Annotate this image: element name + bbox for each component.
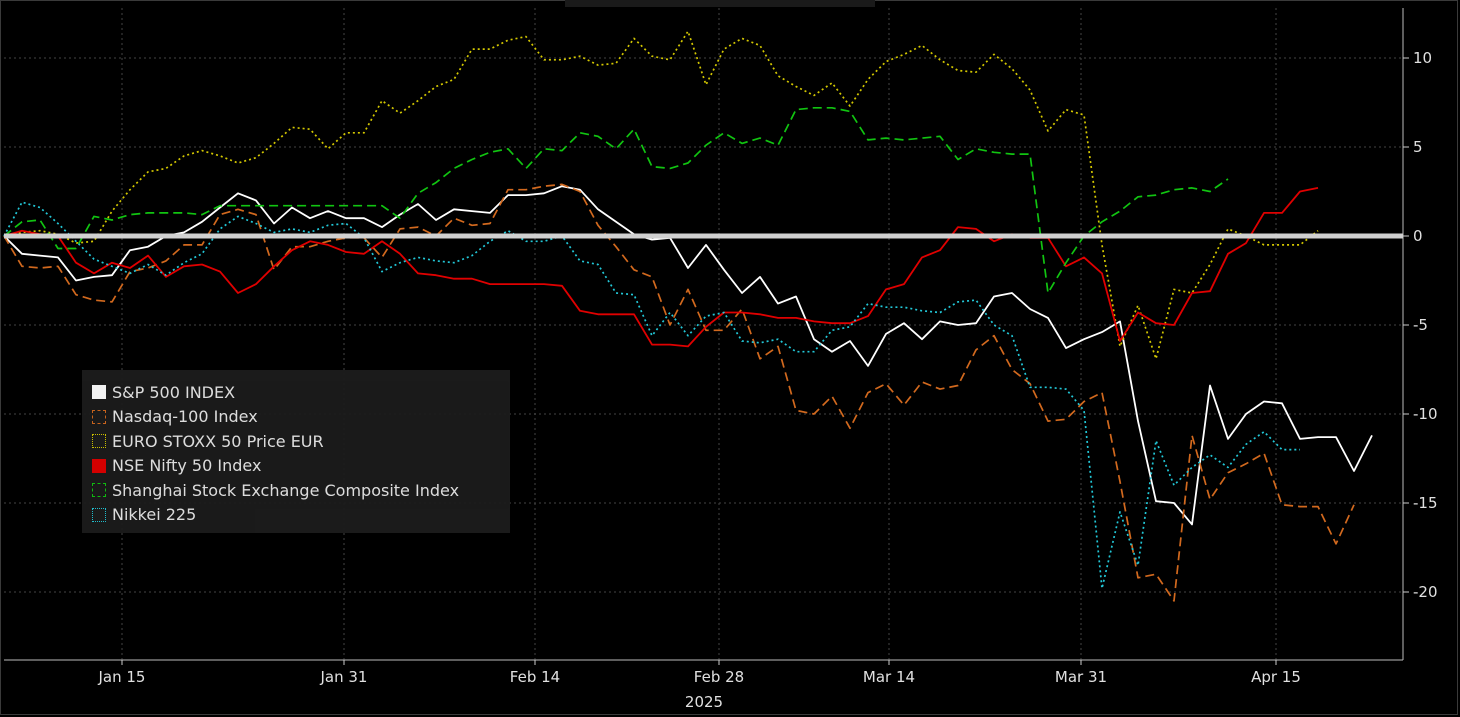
- legend-label: S&P 500 INDEX: [112, 382, 236, 402]
- legend-label: Nasdaq-100 Index: [112, 407, 258, 426]
- x-tick-label: Apr 15: [1251, 668, 1301, 686]
- y-tick-label: -10: [1413, 405, 1438, 423]
- x-tick-label: Jan 31: [320, 668, 368, 686]
- legend-label: Shanghai Stock Exchange Composite Index: [112, 480, 460, 500]
- x-tick-label: Mar 14: [863, 668, 915, 686]
- y-tick-label: 10: [1413, 49, 1432, 67]
- chart-legend: S&P 500 INDEX Nasdaq-100 Index EURO STOXX …: [82, 370, 510, 533]
- y-tick-label: -5: [1413, 316, 1428, 334]
- gridlines: [4, 8, 1403, 660]
- legend-item: EURO STOXX 50 Price EUR: [92, 429, 324, 453]
- x-axis-ticks: Jan 15 Jan 31 Feb 14 Feb 28 Mar 14 Mar 31 Apr …: [98, 660, 1301, 686]
- y-axis-ticks: 10 5 0 -5 -10 -15 -20: [1403, 49, 1438, 601]
- x-tick-label: Feb 28: [694, 668, 744, 686]
- legend-label: Nikkei 225: [112, 505, 197, 524]
- legend-item: Nasdaq-100 Index: [92, 405, 258, 429]
- legend-swatch: [92, 483, 106, 497]
- legend-item: S&P 500 INDEX: [92, 380, 235, 404]
- axes: [4, 8, 1404, 661]
- x-tick-label: Mar 31: [1055, 668, 1107, 686]
- y-tick-label: -20: [1413, 583, 1438, 601]
- legend-item: Shanghai Stock Exchange Composite Index: [92, 478, 459, 502]
- legend-swatch: [92, 434, 106, 448]
- series-lines: [3, 30, 1373, 602]
- legend-label: NSE Nifty 50 Index: [112, 456, 262, 475]
- series-line-2: [3, 30, 1319, 360]
- top-toolbar-strip: [565, 0, 875, 7]
- legend-swatch: [92, 385, 106, 399]
- legend-item: NSE Nifty 50 Index: [92, 454, 261, 478]
- legend-item: Nikkei 225: [92, 503, 196, 527]
- legend-swatch: [92, 507, 106, 522]
- legend-swatch: [92, 458, 106, 473]
- x-tick-label: Feb 14: [510, 668, 560, 686]
- series-line-1: [3, 183, 1355, 602]
- series-line-4: [3, 106, 1229, 294]
- x-tick-label: Jan 15: [98, 668, 146, 686]
- y-tick-label: 0: [1413, 227, 1423, 245]
- y-tick-label: -15: [1413, 494, 1438, 512]
- series-line-0: [3, 185, 1373, 526]
- legend-swatch: [92, 409, 106, 424]
- series-line-3: [3, 187, 1319, 348]
- legend-label: EURO STOXX 50 Price EUR: [112, 431, 324, 451]
- y-tick-label: 5: [1413, 138, 1423, 156]
- x-axis-year-label: 2025: [685, 693, 723, 711]
